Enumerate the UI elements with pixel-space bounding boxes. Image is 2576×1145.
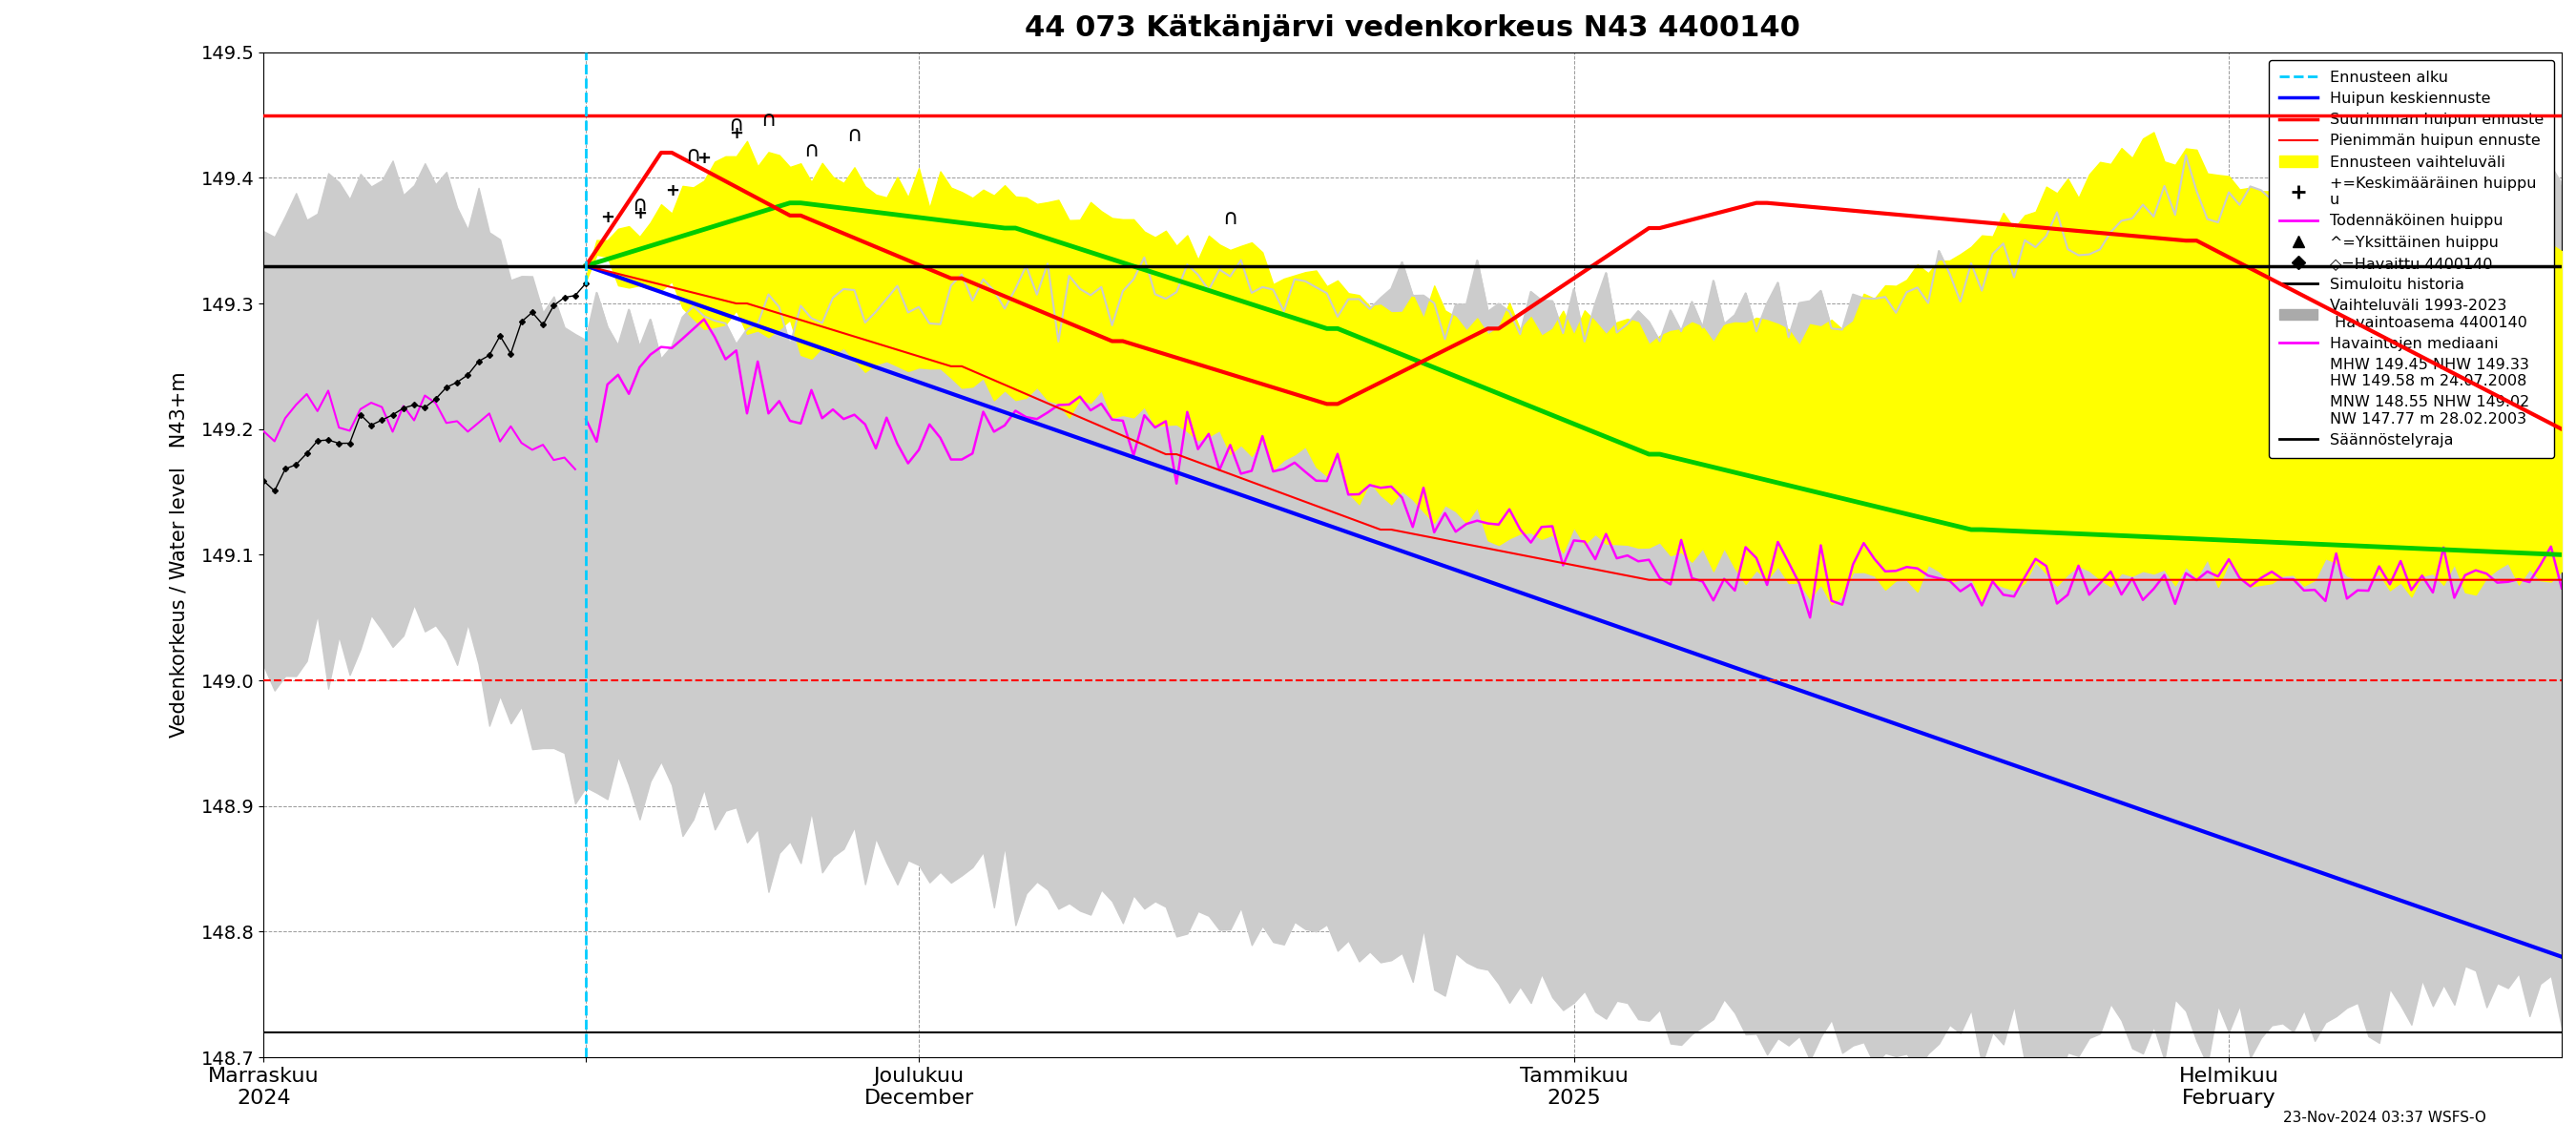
Text: +: + bbox=[634, 205, 647, 222]
Text: ∩: ∩ bbox=[804, 141, 819, 160]
Text: +: + bbox=[698, 150, 711, 167]
Y-axis label: Vedenkorkeus / Water level   N43+m: Vedenkorkeus / Water level N43+m bbox=[170, 372, 188, 737]
Text: ∩: ∩ bbox=[631, 196, 647, 215]
Text: ∩: ∩ bbox=[685, 147, 701, 166]
Text: ∩: ∩ bbox=[848, 126, 863, 145]
Text: ∩: ∩ bbox=[1224, 210, 1239, 228]
Text: +: + bbox=[665, 182, 680, 199]
Text: 23-Nov-2024 03:37 WSFS-O: 23-Nov-2024 03:37 WSFS-O bbox=[2282, 1111, 2486, 1124]
Text: ∩: ∩ bbox=[729, 116, 744, 134]
Text: ∩: ∩ bbox=[760, 111, 775, 131]
Legend: Ennusteen alku, Huipun keskiennuste, Suurimman huipun ennuste, Pienimmän huipun : Ennusteen alku, Huipun keskiennuste, Suu… bbox=[2269, 60, 2553, 458]
Text: +: + bbox=[729, 125, 744, 142]
Text: +: + bbox=[600, 210, 616, 227]
Title: 44 073 Kätkänjärvi vedenkorkeus N43 4400140: 44 073 Kätkänjärvi vedenkorkeus N43 4400… bbox=[1025, 14, 1801, 42]
